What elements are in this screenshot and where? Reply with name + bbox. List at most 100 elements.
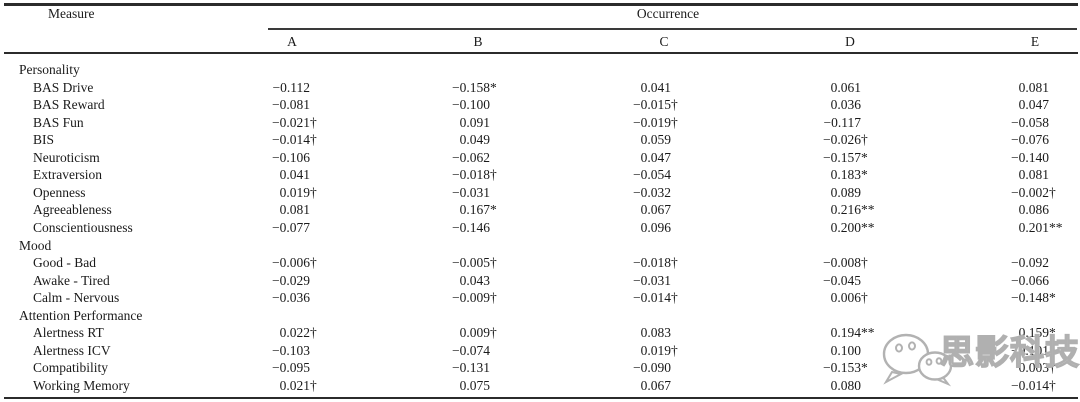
value-cell: −0.090 — [593, 359, 671, 377]
correlation-value: −0.021 — [272, 114, 310, 130]
correlation-value: −0.009 — [452, 290, 490, 306]
correlation-value: 0.041 — [640, 79, 671, 95]
correlation-value: −0.002 — [1011, 184, 1049, 200]
correlation-value: −0.148 — [1011, 290, 1049, 306]
section-label: Attention Performance — [19, 307, 143, 323]
column-header-C: C — [659, 34, 669, 49]
correlation-value: −0.153 — [823, 360, 861, 376]
column-header-D: D — [845, 34, 855, 49]
correlation-value: 0.067 — [640, 202, 671, 218]
correlation-value: 0.003 — [1018, 360, 1049, 376]
correlation-value: 0.216 — [830, 202, 861, 218]
value-cell: 0.216** — [830, 202, 875, 218]
correlation-value: 0.067 — [640, 377, 671, 393]
value-cell: 0.022† — [279, 325, 317, 341]
correlation-value: 0.075 — [459, 377, 490, 393]
row-label: BIS — [33, 132, 55, 148]
correlation-value: 0.041 — [279, 167, 310, 183]
correlation-value: −0.031 — [452, 184, 490, 200]
value-cell: −0.066 — [971, 272, 1049, 290]
table-row: Alertness RT 0.022† 0.009† 0.083 0.194** 0.15… — [0, 324, 1080, 342]
section-row: Attention Performance — [0, 307, 1080, 325]
measure-column-header: Measure — [48, 6, 95, 21]
column-header-A: A — [287, 34, 297, 49]
value-cell: −0.045 — [783, 272, 861, 290]
value-cell: 0.201** — [1018, 219, 1063, 235]
value-cell: −0.117 — [783, 114, 862, 132]
correlation-value: −0.029 — [272, 272, 310, 288]
row-label: Awake - Tired — [33, 272, 110, 288]
correlation-value: 0.059 — [640, 132, 671, 148]
value-cell: 0.067 — [593, 201, 671, 219]
column-header-E: E — [1030, 34, 1040, 49]
correlation-value: −0.045 — [823, 272, 861, 288]
value-cell: 0.067 — [593, 377, 671, 395]
value-cell: 0.006† — [830, 290, 868, 306]
correlation-value: 0.061 — [830, 79, 861, 95]
correlation-value: −0.019 — [633, 114, 671, 130]
correlation-value: −0.140 — [1011, 149, 1049, 165]
correlation-value: −0.131 — [452, 360, 490, 376]
correlation-value: −0.106 — [272, 149, 310, 165]
table-row: Calm - Nervous −0.036 −0.009† −0.014† 0.006†… — [0, 289, 1080, 307]
correlation-value: −0.090 — [633, 360, 671, 376]
correlation-value: 0.021 — [279, 377, 310, 393]
correlation-value: −0.095 — [272, 360, 310, 376]
value-cell: 0.047 — [593, 149, 671, 167]
correlation-value: −0.103 — [272, 342, 310, 358]
row-label: BAS Drive — [33, 79, 94, 95]
table-row: Good - Bad −0.006† −0.005† −0.018† −0.008† −0… — [0, 254, 1080, 272]
correlation-value: −0.077 — [272, 219, 310, 235]
value-cell: −0.157* — [823, 149, 868, 165]
correlation-value: −0.066 — [1011, 272, 1049, 288]
value-cell: 0.003† — [1018, 360, 1056, 376]
table-row: Extraversion 0.041 −0.018† −0.054 0.183* 0.08… — [0, 166, 1080, 184]
value-cell: 0.041 — [232, 166, 310, 184]
value-cell: 0.080 — [783, 377, 861, 395]
correlation-value: 0.096 — [640, 219, 671, 235]
value-cell: 0.081 — [971, 79, 1049, 97]
correlation-value: 0.019 — [279, 184, 310, 200]
correlation-value: 0.009 — [459, 325, 490, 341]
value-cell: 0.081 — [232, 201, 310, 219]
table-row: Awake - Tired −0.029 0.043 −0.031 −0.045 −0.0… — [0, 272, 1080, 290]
header-bottom-rule — [4, 52, 1078, 55]
value-cell: 0.047 — [971, 96, 1049, 114]
correlation-value: 0.100 — [830, 342, 861, 358]
row-label: Alertness RT — [33, 325, 104, 341]
value-cell: −0.095 — [232, 359, 310, 377]
correlation-value: −0.014 — [1011, 377, 1049, 393]
value-cell: −0.018† — [452, 167, 497, 183]
correlation-value: 0.047 — [1018, 97, 1049, 113]
correlation-value: −0.031 — [633, 272, 671, 288]
occurrence-underline-rule — [268, 28, 1077, 30]
correlation-value: 0.194 — [830, 325, 861, 341]
value-cell: −0.140 — [971, 149, 1049, 167]
correlation-value: −0.008 — [823, 255, 861, 271]
table-top-rule — [4, 3, 1078, 6]
correlation-value: −0.036 — [272, 290, 310, 306]
value-cell: −0.153* — [823, 360, 868, 376]
value-cell: 0.086 — [971, 201, 1049, 219]
value-cell: 0.081 — [971, 166, 1049, 184]
correlation-value: −0.014 — [633, 290, 671, 306]
table-row: Conscientiousness −0.077 −0.146 0.096 0.200*… — [0, 219, 1080, 237]
table-row: BAS Drive −0.112 −0.158* 0.041 0.061 0.081 — [0, 79, 1080, 97]
value-cell: 0.021† — [279, 377, 317, 393]
table-row: Alertness ICV −0.103 −0.074 0.019† 0.100 −0.1… — [0, 342, 1080, 360]
row-label: Calm - Nervous — [33, 290, 120, 306]
value-cell: −0.018† — [633, 255, 678, 271]
row-label: Good - Bad — [33, 255, 96, 271]
table-row: BAS Fun −0.021† 0.091 −0.019† −0.117 −0.058 — [0, 114, 1080, 132]
correlation-value: −0.005 — [452, 255, 490, 271]
table-row: Neuroticism −0.106 −0.062 0.047 −0.157* −0.14… — [0, 149, 1080, 167]
value-cell: 0.009† — [459, 325, 497, 341]
correlation-value: −0.101 — [1011, 342, 1049, 358]
value-cell: −0.103 — [232, 342, 310, 360]
value-cell: −0.032 — [593, 184, 671, 202]
value-cell: 0.159* — [1018, 325, 1056, 341]
value-cell: −0.026† — [823, 132, 868, 148]
row-label: Openness — [33, 184, 86, 200]
value-cell: 0.036 — [783, 96, 861, 114]
